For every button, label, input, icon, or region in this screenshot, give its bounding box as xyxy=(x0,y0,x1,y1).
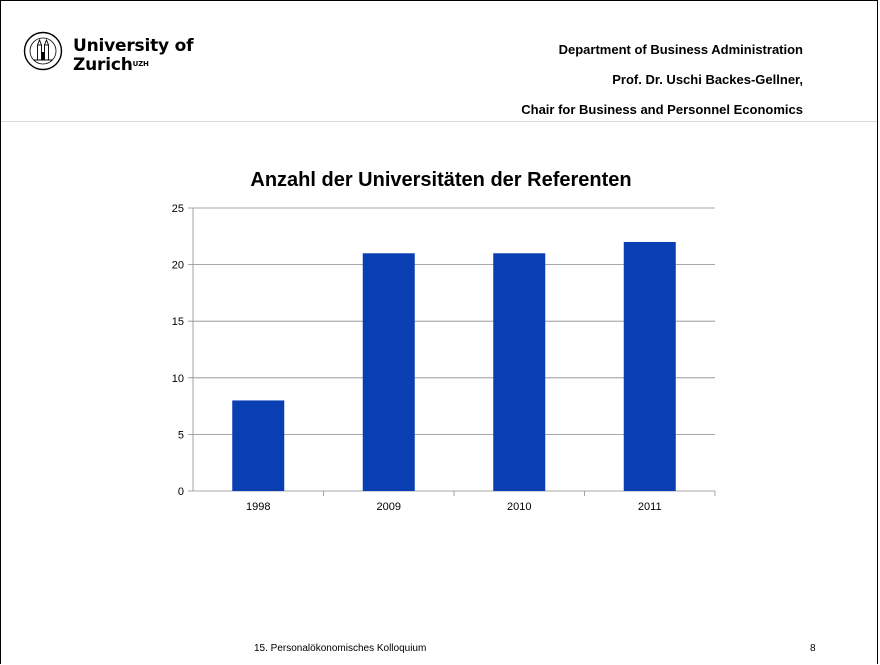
logo-sup: UZH xyxy=(132,60,149,68)
university-name: University of ZurichUZH xyxy=(73,37,193,75)
header-divider xyxy=(1,121,877,122)
x-tick-label: 2010 xyxy=(507,501,531,513)
x-tick-label: 2011 xyxy=(638,501,662,513)
footer-text: 15. Personalökonomisches Kolloquium xyxy=(254,643,427,654)
x-tick-label: 1998 xyxy=(246,501,270,513)
logo-zurich: Zurich xyxy=(73,55,133,75)
bar xyxy=(623,241,676,491)
department-block: Department of Business Administration Pr… xyxy=(521,35,803,125)
bar xyxy=(362,253,415,491)
logo-line-1: University of xyxy=(73,36,194,56)
logo-line-2: ZurichUZH xyxy=(73,56,193,75)
dept-line-2: Prof. Dr. Uschi Backes-Gellner, xyxy=(612,72,803,87)
dept-line-3: Chair for Business and Personnel Economi… xyxy=(521,102,803,117)
y-tick-label: 10 xyxy=(172,373,184,385)
y-tick-label: 15 xyxy=(172,316,184,328)
bar xyxy=(232,400,285,491)
y-tick-label: 0 xyxy=(178,486,184,498)
university-logo: University of ZurichUZH xyxy=(23,31,243,81)
y-tick-label: 20 xyxy=(172,260,184,272)
y-tick-label: 5 xyxy=(178,429,184,441)
university-seal-icon xyxy=(23,31,63,71)
x-tick-label: 2009 xyxy=(377,501,401,513)
y-tick-label: 25 xyxy=(172,203,184,215)
page-number: 8 xyxy=(810,643,816,654)
chart-title: Anzahl der Universitäten der Referenten xyxy=(250,169,632,191)
bar xyxy=(493,253,546,491)
dept-line-1: Department of Business Administration xyxy=(558,42,803,57)
